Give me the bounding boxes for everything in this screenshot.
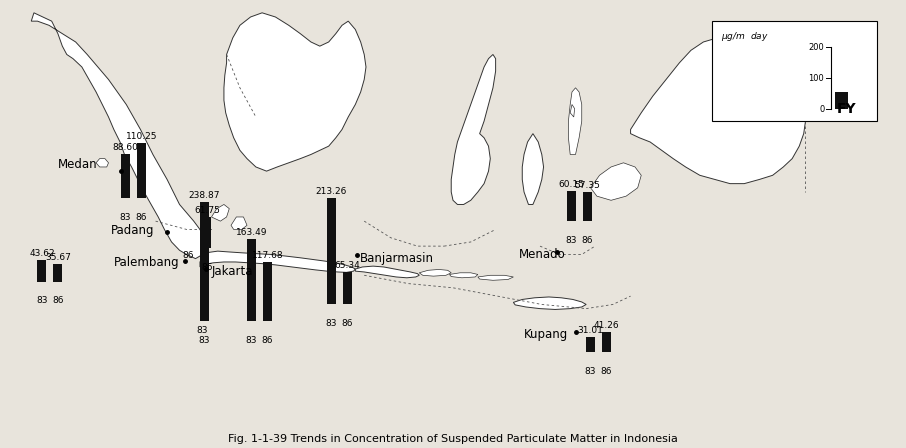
Polygon shape bbox=[31, 13, 207, 258]
Polygon shape bbox=[477, 275, 514, 280]
Polygon shape bbox=[568, 88, 582, 155]
Text: Banjarmasin: Banjarmasin bbox=[360, 252, 434, 265]
Text: 83: 83 bbox=[585, 367, 596, 376]
Text: 83: 83 bbox=[246, 336, 257, 345]
Bar bbox=[53, 264, 63, 281]
Text: 86: 86 bbox=[262, 336, 274, 345]
Bar bbox=[263, 262, 272, 321]
Text: 110.25: 110.25 bbox=[126, 132, 157, 141]
Text: 35.67: 35.67 bbox=[45, 253, 71, 262]
Text: Jakarta: Jakarta bbox=[211, 266, 253, 279]
Bar bbox=[583, 193, 592, 221]
Text: 86: 86 bbox=[201, 263, 213, 272]
Text: 86: 86 bbox=[601, 367, 612, 376]
Text: 86: 86 bbox=[183, 251, 194, 260]
Polygon shape bbox=[570, 104, 574, 117]
Polygon shape bbox=[419, 269, 451, 276]
Text: 86: 86 bbox=[582, 236, 593, 245]
Text: 213.26: 213.26 bbox=[315, 187, 347, 196]
Polygon shape bbox=[451, 55, 496, 204]
Polygon shape bbox=[200, 251, 355, 272]
Text: 83: 83 bbox=[565, 236, 577, 245]
Text: 60.15: 60.15 bbox=[558, 180, 584, 189]
Polygon shape bbox=[449, 273, 477, 278]
Bar bbox=[120, 154, 130, 198]
Bar bbox=[247, 239, 255, 321]
Polygon shape bbox=[591, 163, 641, 200]
Text: 200: 200 bbox=[808, 43, 824, 52]
Text: Fig. 1-1-39 Trends in Concentration of Suspended Particulate Matter in Indonesia: Fig. 1-1-39 Trends in Concentration of S… bbox=[228, 434, 678, 444]
Polygon shape bbox=[96, 159, 109, 167]
Text: $\mu$g/m  day: $\mu$g/m day bbox=[721, 30, 769, 43]
Text: 83: 83 bbox=[198, 336, 210, 345]
Text: 86: 86 bbox=[136, 213, 147, 222]
Text: 83: 83 bbox=[120, 213, 131, 222]
Polygon shape bbox=[231, 217, 247, 229]
Text: 83: 83 bbox=[325, 319, 337, 328]
Bar bbox=[602, 332, 611, 353]
Text: 31.01: 31.01 bbox=[578, 326, 603, 335]
Text: 61.75: 61.75 bbox=[194, 206, 220, 215]
Text: 0: 0 bbox=[819, 105, 824, 114]
Text: Menado: Menado bbox=[519, 248, 565, 261]
Bar bbox=[137, 143, 146, 198]
Text: 88.60: 88.60 bbox=[112, 143, 139, 152]
Bar bbox=[835, 92, 848, 109]
Text: 83: 83 bbox=[196, 326, 207, 335]
Polygon shape bbox=[631, 38, 805, 184]
Bar bbox=[37, 260, 46, 281]
Polygon shape bbox=[355, 266, 419, 278]
Text: 65.34: 65.34 bbox=[334, 261, 361, 270]
Text: 57.35: 57.35 bbox=[574, 181, 600, 190]
Polygon shape bbox=[224, 13, 366, 171]
Text: 86: 86 bbox=[342, 319, 353, 328]
Text: 238.87: 238.87 bbox=[188, 190, 220, 200]
Text: Padang: Padang bbox=[111, 224, 155, 237]
Text: 163.49: 163.49 bbox=[236, 228, 267, 237]
Polygon shape bbox=[514, 297, 586, 310]
Bar bbox=[566, 191, 575, 221]
Text: 100: 100 bbox=[808, 74, 824, 83]
Text: 86: 86 bbox=[53, 296, 63, 305]
Text: 41.26: 41.26 bbox=[593, 321, 620, 330]
Text: 83: 83 bbox=[36, 296, 48, 305]
Text: 117.68: 117.68 bbox=[252, 251, 284, 260]
Text: FY: FY bbox=[837, 102, 857, 116]
Polygon shape bbox=[211, 204, 229, 221]
Text: Medan: Medan bbox=[58, 159, 98, 172]
Bar bbox=[200, 202, 208, 321]
Polygon shape bbox=[522, 134, 544, 204]
Bar bbox=[342, 272, 352, 305]
Bar bbox=[203, 217, 211, 248]
Text: 43.62: 43.62 bbox=[29, 249, 54, 258]
Bar bbox=[712, 21, 876, 121]
Bar bbox=[586, 337, 595, 353]
Bar bbox=[327, 198, 336, 305]
Text: Palembang: Palembang bbox=[114, 256, 179, 269]
Text: Kupang: Kupang bbox=[524, 328, 568, 341]
